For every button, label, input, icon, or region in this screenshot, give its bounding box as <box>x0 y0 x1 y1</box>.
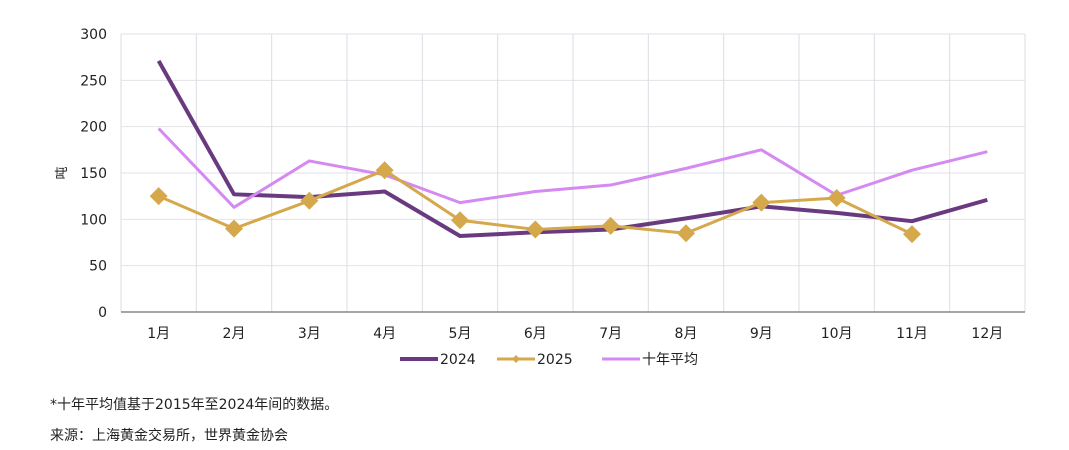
data-point-marker <box>225 219 243 238</box>
x-tick-label: 4月 <box>373 326 396 342</box>
x-tick-label: 5月 <box>449 326 472 342</box>
data-point-marker <box>300 191 319 210</box>
data-point-marker <box>903 225 921 244</box>
y-tick-label: 300 <box>80 27 107 43</box>
line-chart: 0 50 100 150 200 250 300 1月 2月 3月 4月 5月 6月 7月 8月 9月 10月 1… <box>55 27 1026 368</box>
x-tick-label: 10月 <box>821 326 853 342</box>
y-axis-label: 吨 <box>55 166 70 179</box>
data-point-marker <box>526 220 545 239</box>
x-tick-label: 6月 <box>524 326 547 342</box>
y-tick-label: 50 <box>89 259 107 275</box>
legend-label: 2024 <box>440 352 476 368</box>
data-point-marker <box>375 161 394 180</box>
x-tick-label: 8月 <box>675 326 698 342</box>
series-line-十年平均 <box>157 127 988 209</box>
data-point-marker <box>752 193 771 212</box>
source-note: 来源：上海黄金交易所，世界黄金协会 <box>50 428 288 444</box>
x-tick-label: 2月 <box>223 326 246 342</box>
x-tick-label: 9月 <box>750 326 773 342</box>
series-line-2024 <box>156 59 988 239</box>
legend-label: 十年平均 <box>642 352 698 368</box>
x-tick-label: 12月 <box>971 326 1003 342</box>
y-tick-label: 150 <box>80 166 107 182</box>
data-point-marker <box>677 224 695 243</box>
data-point-marker <box>827 189 846 208</box>
data-point-marker <box>451 211 469 230</box>
y-tick-label: 100 <box>80 212 107 228</box>
legend-label: 2025 <box>537 352 573 368</box>
data-point-marker <box>149 187 168 206</box>
x-tick-label: 11月 <box>896 326 928 342</box>
x-tick-label: 7月 <box>599 326 622 342</box>
legend-marker <box>512 355 520 363</box>
y-tick-label: 250 <box>80 73 107 89</box>
x-tick-label: 3月 <box>298 326 321 342</box>
x-tick-label: 1月 <box>147 326 170 342</box>
y-tick-label: 200 <box>80 120 107 136</box>
data-point-marker <box>601 216 620 235</box>
footnote: *十年平均值基于2015年至2024年间的数据。 <box>50 397 339 413</box>
y-tick-label: 0 <box>98 305 107 321</box>
